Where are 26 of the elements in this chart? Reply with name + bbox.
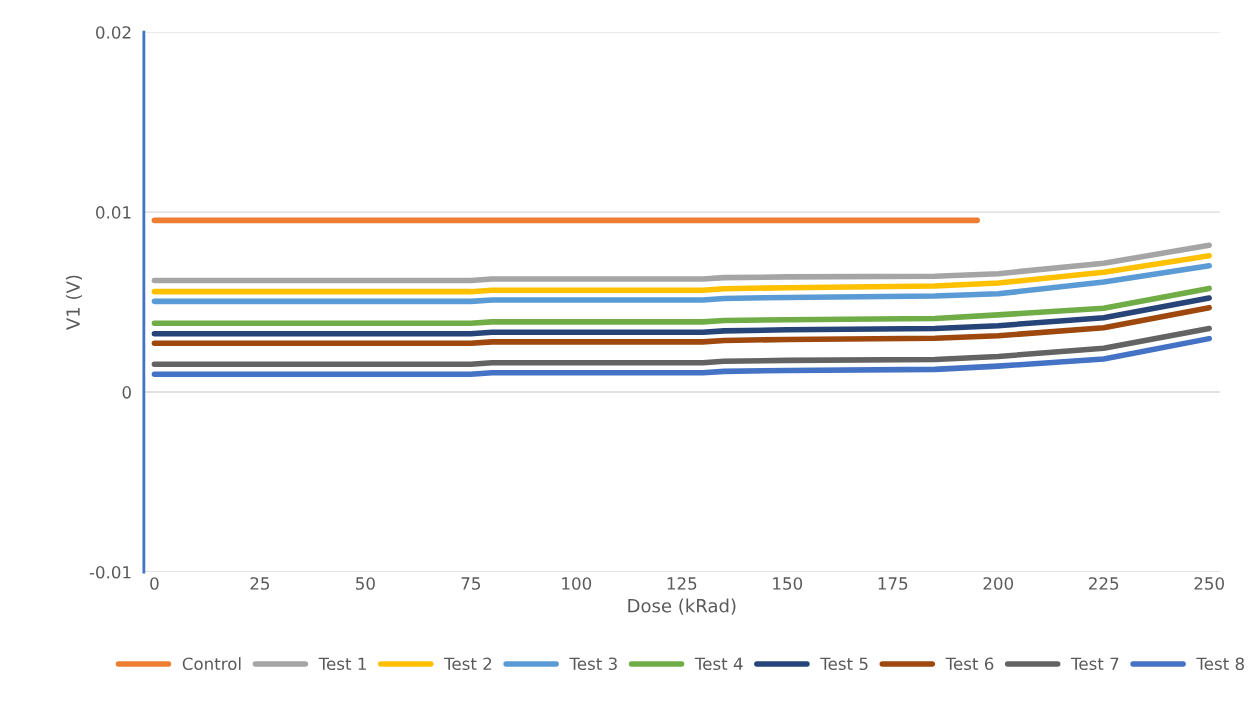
legend-label: Test 8 bbox=[1196, 657, 1244, 671]
legend-label: Test 6 bbox=[945, 657, 994, 671]
x-tick-label: 125 bbox=[667, 577, 697, 590]
y-axis-title: V1 (V) bbox=[65, 275, 83, 330]
y-tick-label: 0.01 bbox=[96, 206, 131, 219]
legend-label: Test 2 bbox=[444, 657, 492, 671]
legend-label: Test 5 bbox=[820, 657, 868, 671]
legend-label: Test 7 bbox=[1070, 657, 1119, 671]
y-tick-label: -0.01 bbox=[89, 565, 131, 579]
x-tick-label: 250 bbox=[1194, 577, 1224, 590]
x-axis-title: Dose (kRad) bbox=[628, 598, 736, 615]
x-tick-label: 225 bbox=[1089, 577, 1119, 590]
legend-label: Test 3 bbox=[569, 657, 617, 671]
x-tick-label: 175 bbox=[878, 577, 908, 590]
legend-label: Test 4 bbox=[694, 657, 743, 671]
x-tick-label: 150 bbox=[773, 577, 803, 590]
y-tick-label: 0 bbox=[122, 386, 131, 399]
x-tick-label: 50 bbox=[356, 577, 375, 590]
legend-label: Test 1 bbox=[318, 657, 366, 671]
y-tick-label: 0.02 bbox=[96, 26, 131, 39]
x-tick-label: 25 bbox=[250, 577, 270, 590]
x-tick-label: 100 bbox=[562, 577, 592, 590]
x-tick-label: 75 bbox=[461, 577, 480, 590]
x-tick-label: 200 bbox=[983, 577, 1014, 590]
legend-label: Control bbox=[182, 657, 241, 671]
x-tick-label: 0 bbox=[150, 577, 159, 590]
